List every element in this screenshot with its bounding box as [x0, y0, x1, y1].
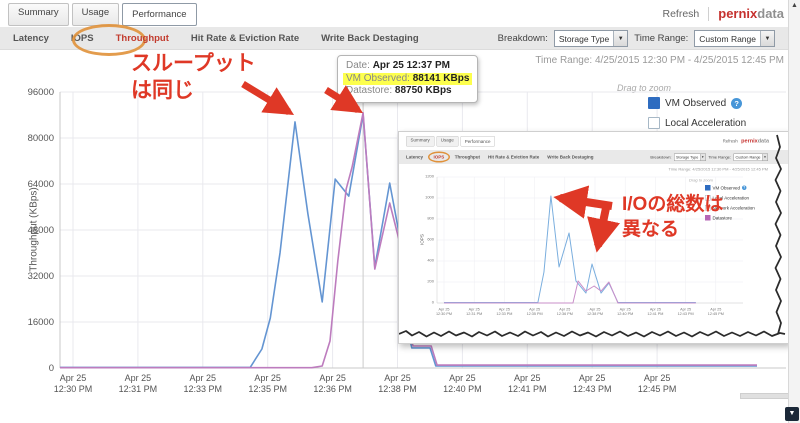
inset-metric-tab-bar: Latency IOPS Throughput Hit Rate & Evict… [399, 150, 788, 164]
scroll-up-arrow[interactable]: ▲ [791, 2, 798, 9]
inset-top-tabs: Summary Usage Performance [406, 136, 496, 147]
breakdown-value: Storage Type [558, 33, 610, 44]
annotation-io-total-differs: I/Oの総数は 異なる [622, 194, 724, 240]
tooltip-date-value: Apr 25 12:37 PM [372, 60, 450, 71]
tab-performance[interactable]: Performance [122, 3, 197, 26]
chevron-down-icon: ▼ [613, 31, 628, 46]
inset-iops-screenshot: Summary Usage Performance Refresh pernix… [398, 131, 789, 344]
tab-latency[interactable]: Latency [13, 32, 49, 44]
inset-time-range-label: Time Range: [708, 155, 732, 160]
horizontal-scrollbar[interactable] [740, 393, 789, 399]
tooltip-ds-label: Datastore: [346, 85, 393, 96]
divider [708, 6, 710, 21]
vertical-scrollbar[interactable]: ▲ [788, 0, 800, 423]
inset-y-axis-title: IOPS [419, 234, 425, 245]
inset-tab-iops-circled: IOPS [428, 151, 450, 163]
tab-write-back[interactable]: Write Back Destaging [321, 32, 419, 44]
time-range-label: Time Range: [634, 33, 689, 44]
chart-legend: VM Observed ? Local Acceleration [648, 97, 746, 137]
tab-summary[interactable]: Summary [8, 3, 69, 26]
legend-label: VM Observed [665, 97, 727, 109]
throughput-highlight-circle [72, 24, 146, 56]
legend-vm-observed: VM Observed ? [648, 97, 746, 109]
vm-observed-checkbox[interactable] [648, 97, 660, 109]
tab-hit-rate[interactable]: Hit Rate & Eviction Rate [190, 32, 300, 44]
time-range-readout: Time Range: 4/25/2015 12:30 PM - 4/25/20… [535, 55, 784, 66]
logo-data: data [757, 6, 784, 21]
chart-tooltip: Date: Apr 25 12:37 PM VM Observed: 88141… [337, 55, 479, 103]
top-tab-bar: Summary Usage Performance [8, 3, 197, 26]
inset-tab-usage: Usage [436, 136, 459, 147]
inset-tab-throughput: Throughput [454, 154, 481, 160]
local-acceleration-checkbox[interactable] [648, 117, 660, 129]
pernixdata-logo: pernixdata [718, 6, 784, 21]
drag-to-zoom-hint: Drag to zoom [617, 83, 672, 93]
logo-pernix: pernix [718, 6, 758, 21]
inset-iops-chart [436, 176, 743, 304]
legend-label: Local Acceleration [665, 117, 747, 129]
top-right-bar: Refresh pernixdata [662, 6, 784, 21]
tab-throughput-active[interactable]: Throughput [115, 32, 169, 44]
time-range-select[interactable]: Custom Range ▼ [694, 30, 775, 47]
tooltip-date-label: Date: [346, 60, 370, 71]
refresh-button[interactable]: Refresh [662, 7, 700, 20]
breakdown-label: Breakdown: [497, 33, 548, 44]
tab-usage[interactable]: Usage [71, 3, 120, 26]
breakdown-select[interactable]: Storage Type ▼ [553, 30, 629, 47]
inset-drag-to-zoom-hint: Drag to zoom [688, 178, 713, 183]
inset-tab-latency: Latency [406, 154, 424, 160]
inset-tab-performance: Performance [460, 136, 496, 147]
annotation-throughput-same: スループット は同じ [131, 52, 256, 102]
chevron-down-icon: ▼ [760, 31, 774, 46]
legend-local-acceleration: Local Acceleration [648, 117, 746, 129]
inset-breakdown-label: Breakdown: [650, 155, 672, 160]
inset-tab-hit-rate: Hit Rate & Eviction Rate [488, 154, 540, 160]
help-icon[interactable]: ? [731, 97, 743, 109]
scroll-down-arrow[interactable]: ▼ [785, 407, 799, 421]
inset-time-range-select: Custom Range ▼ [733, 153, 768, 161]
inset-tab-summary: Summary [406, 136, 435, 147]
time-range-value: Custom Range [699, 33, 756, 44]
inset-legend: VM Observed? Local Acceleration Network … [705, 185, 755, 225]
inset-pernixdata-logo: pernixdata [741, 138, 769, 144]
metric-tab-bar: Latency IOPS Throughput Hit Rate & Evict… [0, 24, 789, 56]
tooltip-vm-row-highlighted: VM Observed: 88141 KBps [343, 72, 473, 85]
inset-time-range-readout: Time Range: 4/25/2015 12:30 PM - 4/25/20… [668, 167, 768, 172]
inset-refresh: Refresh [722, 138, 738, 144]
inset-breakdown-select: Storage Type ▼ [674, 153, 706, 161]
tooltip-ds-value: 88750 KBps [394, 85, 452, 96]
inset-tab-write-back: Write Back Destaging [547, 154, 594, 160]
